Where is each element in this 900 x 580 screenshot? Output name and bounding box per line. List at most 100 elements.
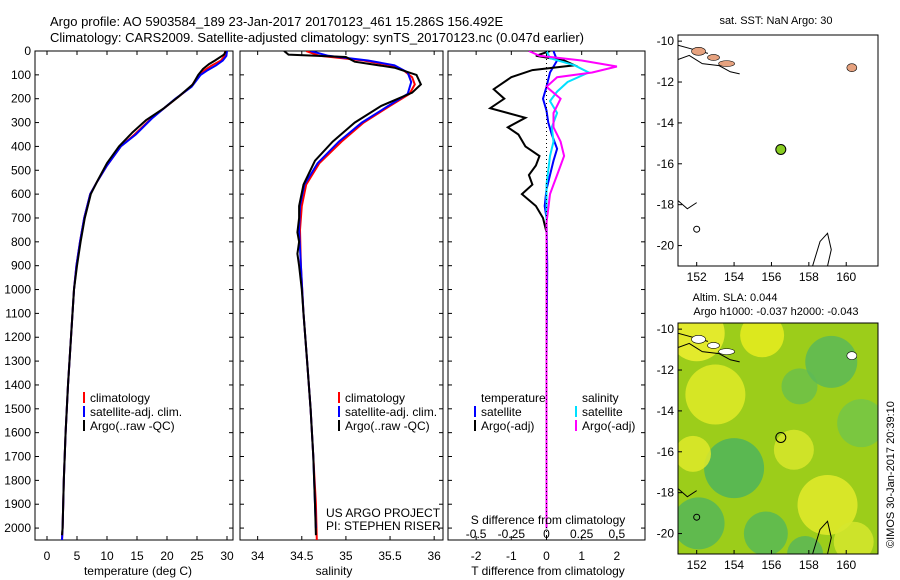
contour [812, 232, 832, 266]
x-tick-label: 152 [687, 558, 707, 572]
contour [812, 520, 832, 554]
legend-swatch-satellite [83, 406, 85, 417]
coastline [678, 54, 740, 75]
x-tick-label: 15 [130, 549, 144, 563]
temperature-legend: climatology satellite-adj. clim. Argo(..… [83, 391, 182, 433]
y-tick-label: 900 [11, 259, 31, 273]
map-frame [677, 322, 879, 555]
legend-title-salinity: salinity [582, 391, 619, 405]
y-tick-label: -10 [657, 322, 675, 336]
contour [678, 488, 697, 498]
sla-blob [743, 511, 788, 554]
top-tick-label: 0 [543, 527, 550, 541]
legend-label: climatology [90, 391, 150, 405]
legend-label: Argo(-adj) [481, 419, 534, 433]
salinity-legend: climatology satellite-adj. clim. Argo(..… [338, 391, 437, 433]
difference-legend: temperature salinity satellite Argo(-adj… [474, 391, 635, 433]
island [707, 54, 720, 61]
sla-blob [773, 429, 814, 470]
sla-blob [837, 399, 878, 448]
project-label: US ARGO PROJECT [326, 506, 441, 520]
legend-swatch-climatology [338, 392, 340, 403]
y-tick-label: 0 [24, 44, 31, 58]
legend-label: satellite-adj. clim. [90, 405, 182, 419]
sla-map-subtitle: Argo h1000: -0.037 h2000: -0.043 [693, 306, 858, 318]
y-tick-label: 1700 [4, 450, 31, 464]
sst-map-title: sat. SST: NaN Argo: 30 [719, 15, 832, 27]
salinity-xlabel: salinity [316, 564, 353, 578]
pi-label: PI: STEPHEN RISER [326, 519, 441, 533]
x-tick-label: 154 [724, 270, 744, 284]
difference-top-label: S difference from climatology [471, 513, 626, 527]
island [718, 60, 735, 67]
top-tick-label: -0.5 [466, 527, 487, 541]
difference-xlabel: T difference from climatology [471, 564, 625, 578]
plot-frame [34, 50, 234, 541]
x-tick-label: 158 [799, 558, 819, 572]
sla-blob [685, 364, 746, 425]
y-tick-label: 800 [11, 235, 31, 249]
legend-swatch-climatology [83, 392, 85, 403]
x-tick-label: 156 [761, 558, 781, 572]
island [707, 342, 720, 349]
x-tick-label: 158 [799, 270, 819, 284]
header-line-2: Climatology: CARS2009. Satellite-adjuste… [50, 30, 584, 45]
y-tick-label: 700 [11, 211, 31, 225]
x-tick-label: 2 [614, 549, 621, 563]
y-tick-label: -14 [657, 116, 675, 130]
legend-label: Argo(..raw -QC) [345, 419, 430, 433]
x-tick-label: 35.5 [378, 549, 402, 563]
legend-swatch-temp-satellite [474, 406, 476, 417]
coastline [678, 342, 740, 363]
x-tick-label: 30 [220, 549, 234, 563]
legend-swatch-temp-argo [474, 420, 476, 431]
x-tick-label: 35 [339, 549, 353, 563]
sla-map-panel: 152 154 156 158 160 -10 -12 -14 -16 -18 -20 [657, 322, 879, 572]
y-tick-label: 1200 [4, 330, 31, 344]
sst-map-panel: 152 154 156 158 160 -10 -12 -14 -16 -18 -20 [657, 34, 879, 284]
sla-blob [740, 323, 785, 358]
legend-label: Argo(..raw -QC) [90, 419, 175, 433]
plot-frame [239, 50, 444, 541]
imos-stamp: ©IMOS 30-Jan-2017 20:39:10 [885, 401, 897, 548]
y-tick-label: 300 [11, 116, 31, 130]
salinity-panel: 34 34.5 35 35.5 36 [239, 50, 444, 563]
island [846, 351, 858, 361]
y-tick-label: 500 [11, 163, 31, 177]
y-tick-label: -16 [657, 445, 675, 459]
y-tick-label: 200 [11, 92, 31, 106]
x-tick-label: 34.5 [290, 549, 314, 563]
y-tick-label: -18 [657, 486, 675, 500]
y-tick-label: 1600 [4, 426, 31, 440]
y-tick-label: -14 [657, 404, 675, 418]
legend-swatch-sal-satellite [575, 406, 577, 417]
x-tick-label: 0 [543, 549, 550, 563]
legend-swatch-argo [338, 420, 340, 431]
legend-swatch-satellite [338, 406, 340, 417]
temperature-xlabel: temperature (deg C) [84, 564, 192, 578]
map-frame [677, 34, 879, 267]
legend-label: Argo(-adj) [582, 419, 635, 433]
y-tick-label: 1900 [4, 497, 31, 511]
y-tick-label: -18 [657, 198, 675, 212]
x-tick-label: 0 [44, 549, 51, 563]
contour [693, 225, 701, 233]
argo-position-marker [775, 143, 787, 155]
y-tick-label: -20 [657, 239, 675, 253]
island [691, 335, 706, 344]
x-tick-label: 10 [100, 549, 114, 563]
legend-label: satellite-adj. clim. [345, 405, 437, 419]
difference-panel: -2 -1 0 1 2 -0.5 -0.25 0 0.25 0.5 [447, 50, 646, 563]
y-tick-label: -20 [657, 527, 675, 541]
y-tick-label: 1000 [4, 283, 31, 297]
top-tick-label: 0.5 [609, 527, 626, 541]
top-tick-label: -0.25 [498, 527, 526, 541]
x-tick-label: 5 [74, 549, 81, 563]
legend-label: satellite [481, 405, 522, 419]
x-tick-label: 34 [251, 549, 265, 563]
y-tick-label: 600 [11, 187, 31, 201]
x-tick-label: 1 [578, 549, 585, 563]
y-tick-label: 1100 [5, 306, 31, 320]
legend-swatch-sal-argo [575, 420, 577, 431]
